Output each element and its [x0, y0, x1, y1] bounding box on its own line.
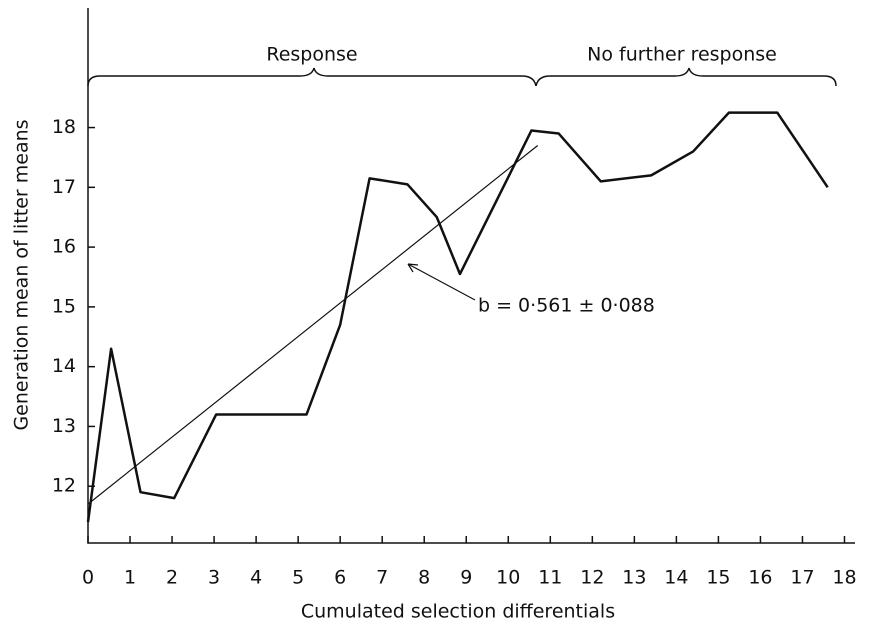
x-tick-label: 9	[460, 567, 472, 589]
y-axis-label: Generation mean of litter means	[11, 119, 33, 430]
x-tick-label: 11	[538, 567, 562, 589]
x-tick-label: 14	[664, 567, 688, 589]
y-tick-label: 13	[52, 415, 76, 437]
y-tick-label: 14	[52, 355, 76, 377]
annotation: b = 0·561 ± 0·088	[478, 295, 655, 317]
x-tick-label: 6	[334, 567, 346, 589]
region-label: No further response	[587, 44, 777, 66]
x-tick-label: 16	[748, 567, 772, 589]
bracket	[535, 67, 837, 87]
x-tick-label: 3	[208, 567, 220, 589]
x-tick-label: 12	[580, 567, 604, 589]
y-tick-label: 15	[52, 295, 76, 317]
annotation-arrow	[407, 263, 476, 301]
x-tick-label: 17	[790, 567, 814, 589]
data-line	[86, 111, 829, 523]
x-tick-label: 7	[376, 567, 388, 589]
y-tick-label: 18	[52, 116, 76, 138]
regression-line	[87, 145, 539, 505]
y-tick-label: 16	[52, 236, 76, 258]
bracket	[87, 67, 537, 87]
x-tick-label: 18	[832, 567, 856, 589]
x-tick-label: 10	[496, 567, 520, 589]
x-axis-label: Cumulated selection differentials	[301, 601, 615, 623]
x-tick-label: 8	[418, 567, 430, 589]
region-label: Response	[266, 44, 357, 66]
x-tick-label: 5	[292, 567, 304, 589]
x-tick-label: 15	[706, 567, 730, 589]
x-tick-label: 1	[124, 567, 136, 589]
x-tick-label: 2	[166, 567, 178, 589]
axes	[87, 8, 855, 544]
x-tick-label: 0	[82, 567, 94, 589]
x-tick-label: 13	[622, 567, 646, 589]
x-tick-label: 4	[250, 567, 262, 589]
y-tick-label: 17	[52, 176, 76, 198]
y-tick-label: 12	[52, 475, 76, 497]
